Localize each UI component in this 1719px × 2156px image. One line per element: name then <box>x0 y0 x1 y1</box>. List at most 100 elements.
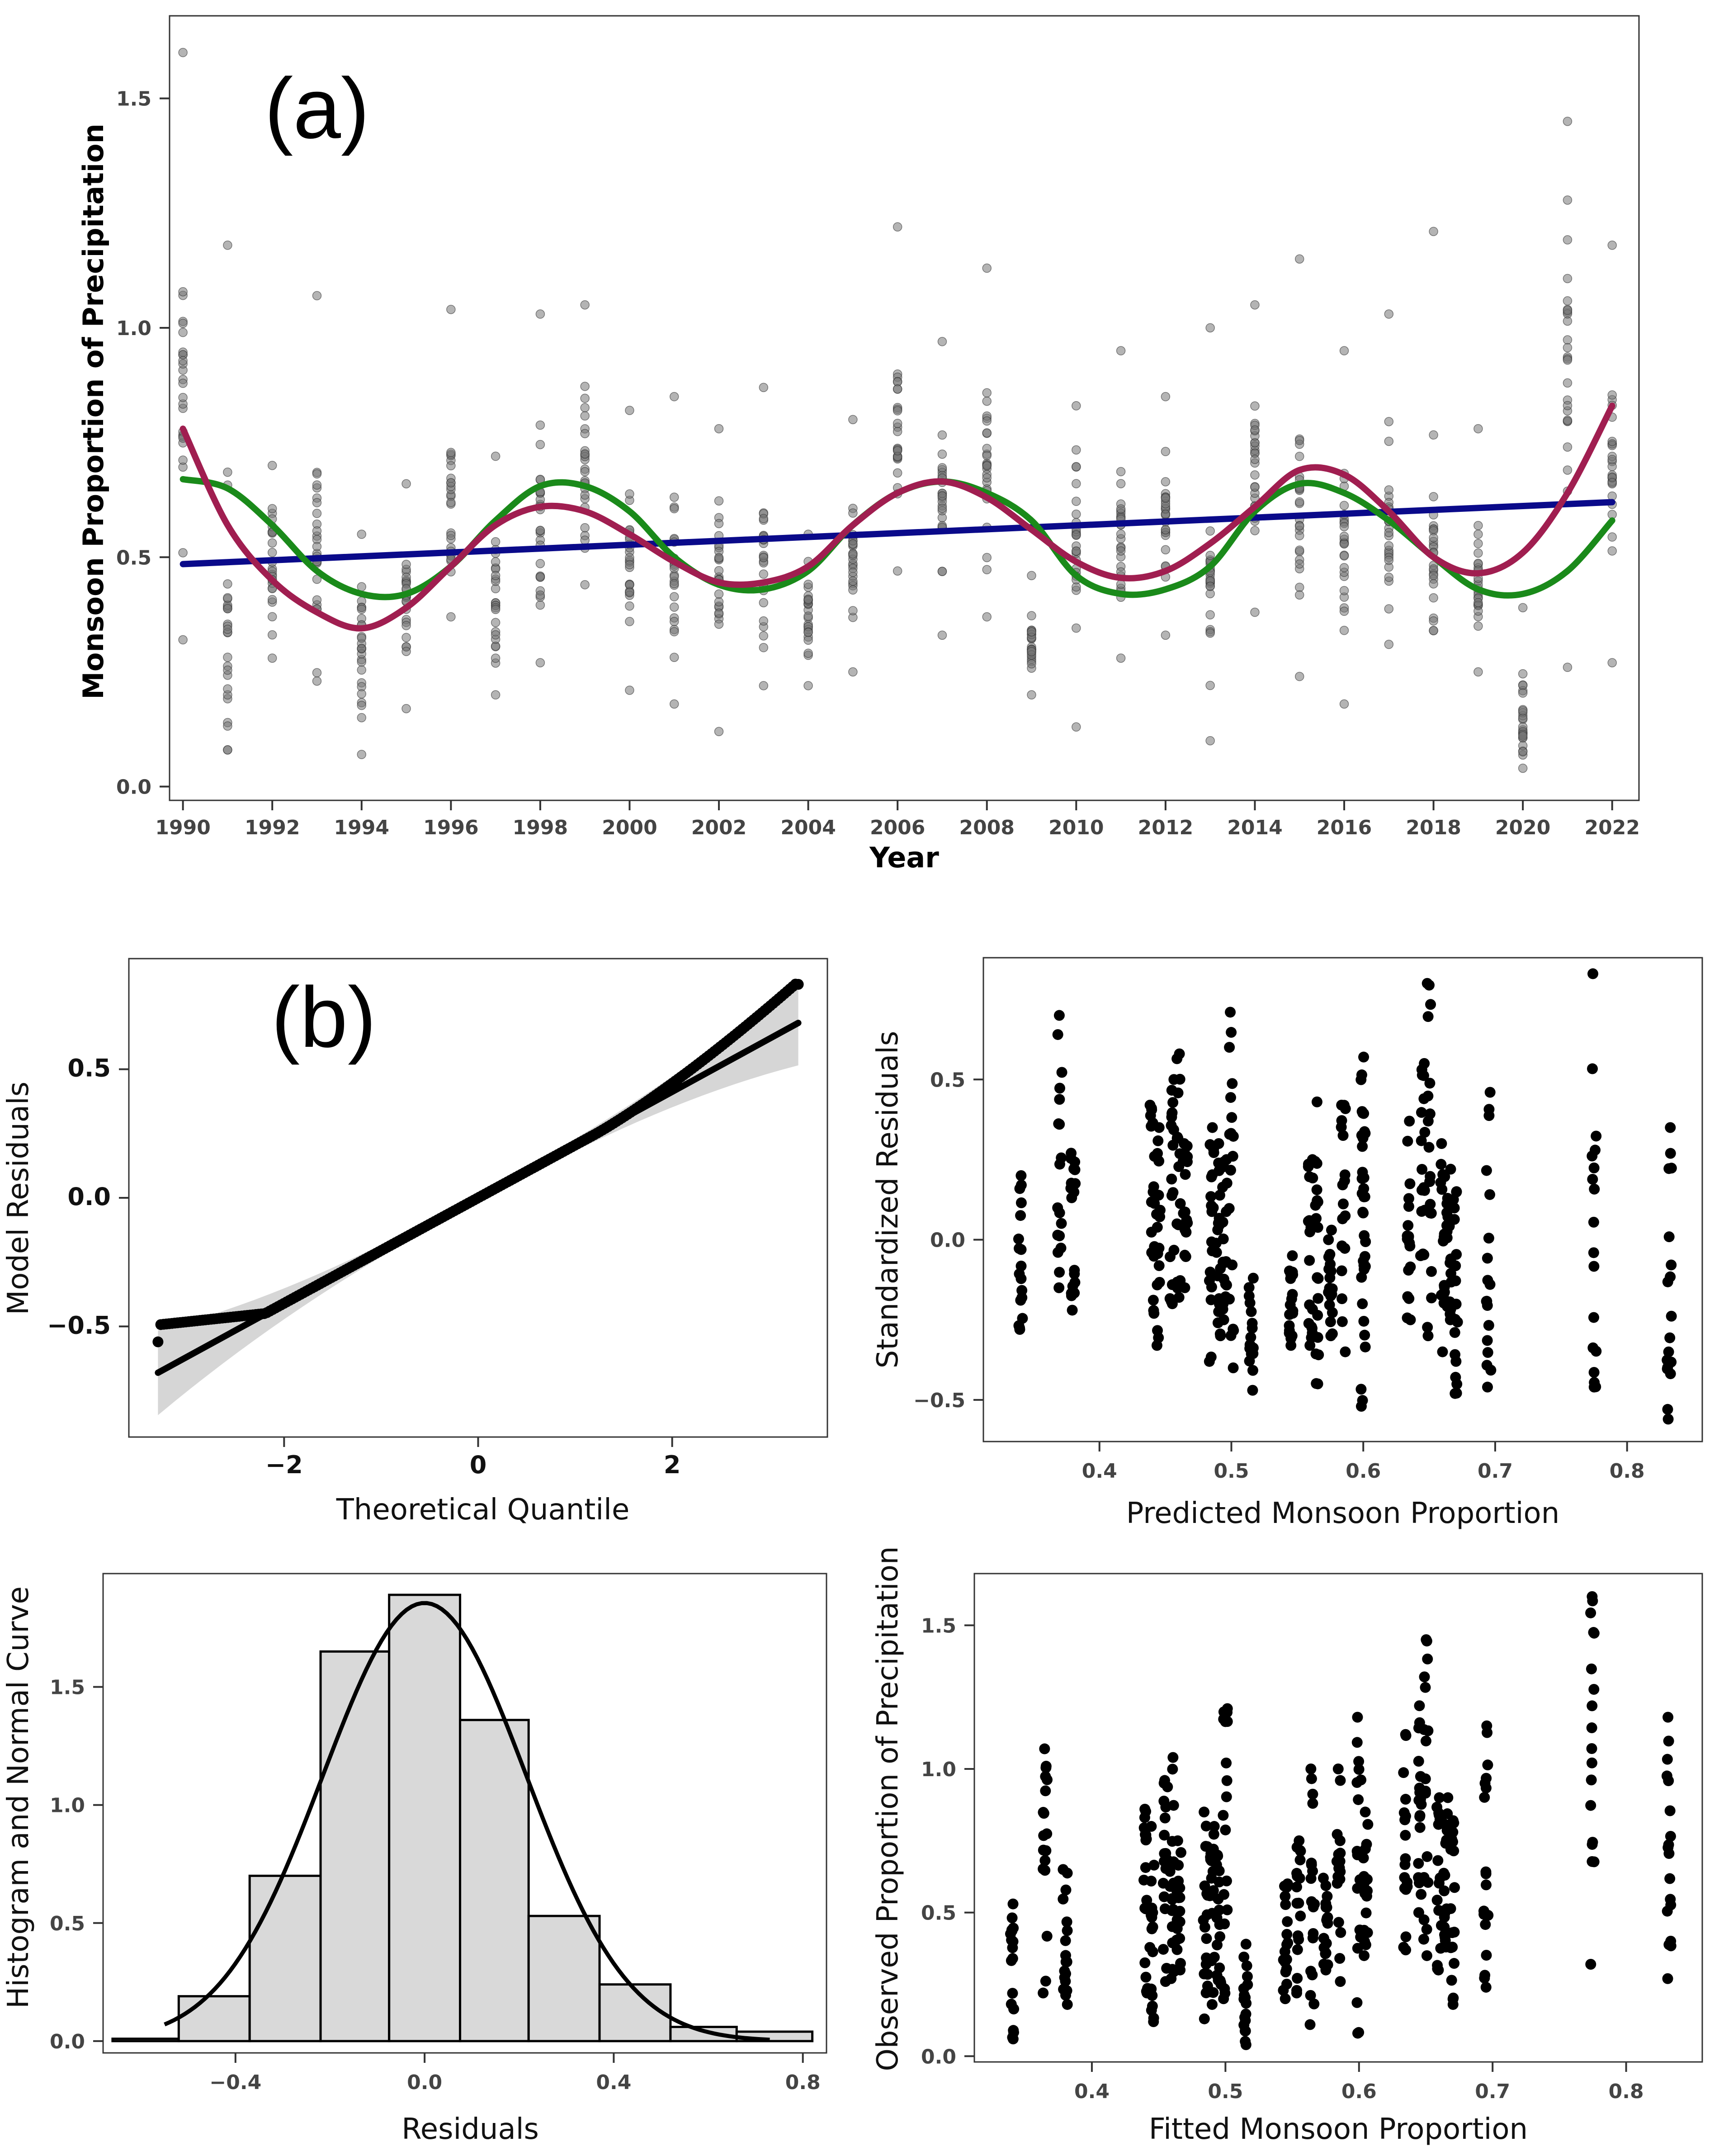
observed-point <box>1307 1788 1318 1800</box>
residual-point <box>1358 1315 1370 1327</box>
residual-point <box>1425 1199 1436 1210</box>
residual-point <box>1403 1293 1415 1304</box>
panel-a-point <box>312 291 322 301</box>
observed-y-tick-label: 1.0 <box>921 1758 956 1781</box>
panel-a-point <box>1250 454 1260 464</box>
observed-point <box>1219 1983 1230 1995</box>
panel-a-point <box>312 676 322 686</box>
residual-point <box>1245 1344 1256 1356</box>
residual-point <box>1450 1371 1461 1383</box>
residual-point <box>1590 1144 1601 1156</box>
residual-point <box>1336 1240 1348 1252</box>
residual-point <box>1015 1260 1027 1272</box>
panel-a-point <box>446 478 456 487</box>
residual-point <box>1436 1158 1447 1170</box>
panel-a-x-tick-label: 2002 <box>691 816 746 839</box>
panel-a-point <box>714 496 724 506</box>
panel-a-point <box>357 657 367 667</box>
panel-a-point <box>491 571 501 580</box>
panel-a-point <box>1384 639 1394 649</box>
residual-point <box>1357 1141 1368 1152</box>
observed-point <box>1218 1889 1230 1900</box>
qq-x-tick-label: 2 <box>664 1451 681 1479</box>
residual-point <box>1226 1112 1237 1123</box>
residual-point <box>1482 1253 1493 1264</box>
residual-point <box>1247 1385 1258 1396</box>
panel-a-point <box>1116 467 1126 477</box>
observed-point <box>1218 1810 1229 1821</box>
panel-a-point <box>1339 551 1349 561</box>
observed-point <box>1448 1992 1459 2004</box>
observed-point <box>1221 1875 1232 1886</box>
residual-point <box>1224 1294 1235 1305</box>
residual-point <box>1425 1207 1436 1219</box>
observed-point <box>1158 1778 1170 1789</box>
residual-point <box>1152 1325 1163 1336</box>
observed-point <box>1333 1917 1344 1928</box>
observed-point <box>1171 1885 1182 1896</box>
observed-point <box>1420 1773 1431 1784</box>
observed-point <box>1208 1829 1219 1840</box>
panel-a-point <box>178 327 188 337</box>
observed-y-tick-label: 0.0 <box>921 2045 956 2068</box>
panel-a-point <box>982 388 992 398</box>
observed-point <box>1139 1829 1151 1840</box>
panel-a-point <box>1205 681 1215 690</box>
observed-point <box>1039 1865 1051 1876</box>
residual-point <box>1358 1191 1370 1202</box>
observed-point <box>1421 1851 1433 1862</box>
observed-point <box>1174 1916 1185 1928</box>
observed-point <box>1586 1722 1597 1734</box>
residual-point <box>1450 1260 1461 1272</box>
residual-point <box>1482 1335 1493 1346</box>
histogram-bars <box>111 1593 814 2043</box>
qq-x-title: Theoretical Quantile <box>336 1493 630 1527</box>
residual-point <box>1069 1277 1081 1288</box>
residual-point <box>1227 1078 1238 1089</box>
panel-a-point <box>1563 117 1573 126</box>
panel-a-point <box>312 526 322 536</box>
observed-point <box>1304 2019 1316 2030</box>
observed-point <box>1449 1882 1460 1893</box>
panel-a-point <box>1250 482 1260 492</box>
panel-a-point <box>670 392 679 402</box>
panel-a-point <box>625 587 634 597</box>
panel-a-point <box>803 594 813 604</box>
panel-a-point <box>1116 529 1126 539</box>
residual-point <box>1218 1233 1229 1244</box>
panel-a-point <box>357 713 367 723</box>
panel-a-point <box>1563 235 1573 245</box>
panel-a-point <box>1339 699 1349 709</box>
observed-point <box>1280 1899 1291 1910</box>
residual-point <box>1306 1323 1318 1334</box>
residual-point <box>1336 1265 1347 1277</box>
residual-point <box>1179 1282 1190 1293</box>
panel-a-point <box>1116 346 1126 355</box>
panel-a-point <box>1072 462 1081 472</box>
panel-a-point <box>625 617 634 626</box>
residual-point <box>1312 1332 1323 1343</box>
residual-point <box>1246 1306 1257 1317</box>
observed-point <box>1431 1895 1443 1906</box>
residual-point <box>1213 1138 1224 1149</box>
panel-a-point <box>1027 627 1036 637</box>
panel-a-point <box>580 429 590 439</box>
panel-a-point <box>312 574 322 584</box>
panel-a-point <box>401 479 411 489</box>
residual-point <box>1402 1135 1413 1147</box>
histogram-bar <box>598 1983 672 2043</box>
observed-point <box>1322 1912 1333 1923</box>
residual-point <box>1482 1275 1493 1286</box>
observed-point <box>1400 1830 1411 1841</box>
panel-a-point <box>848 539 858 548</box>
panel-a-point <box>937 503 947 513</box>
residual-point <box>1227 1259 1238 1271</box>
observed-point <box>1334 1873 1346 1885</box>
panel-a-point <box>535 525 545 535</box>
observed-y-tick-label: 1.5 <box>921 1614 956 1637</box>
panel-a-point <box>848 567 858 577</box>
residual-point <box>1312 1310 1323 1321</box>
panel-a-point <box>1518 688 1528 698</box>
panel-a-point <box>1072 530 1081 540</box>
